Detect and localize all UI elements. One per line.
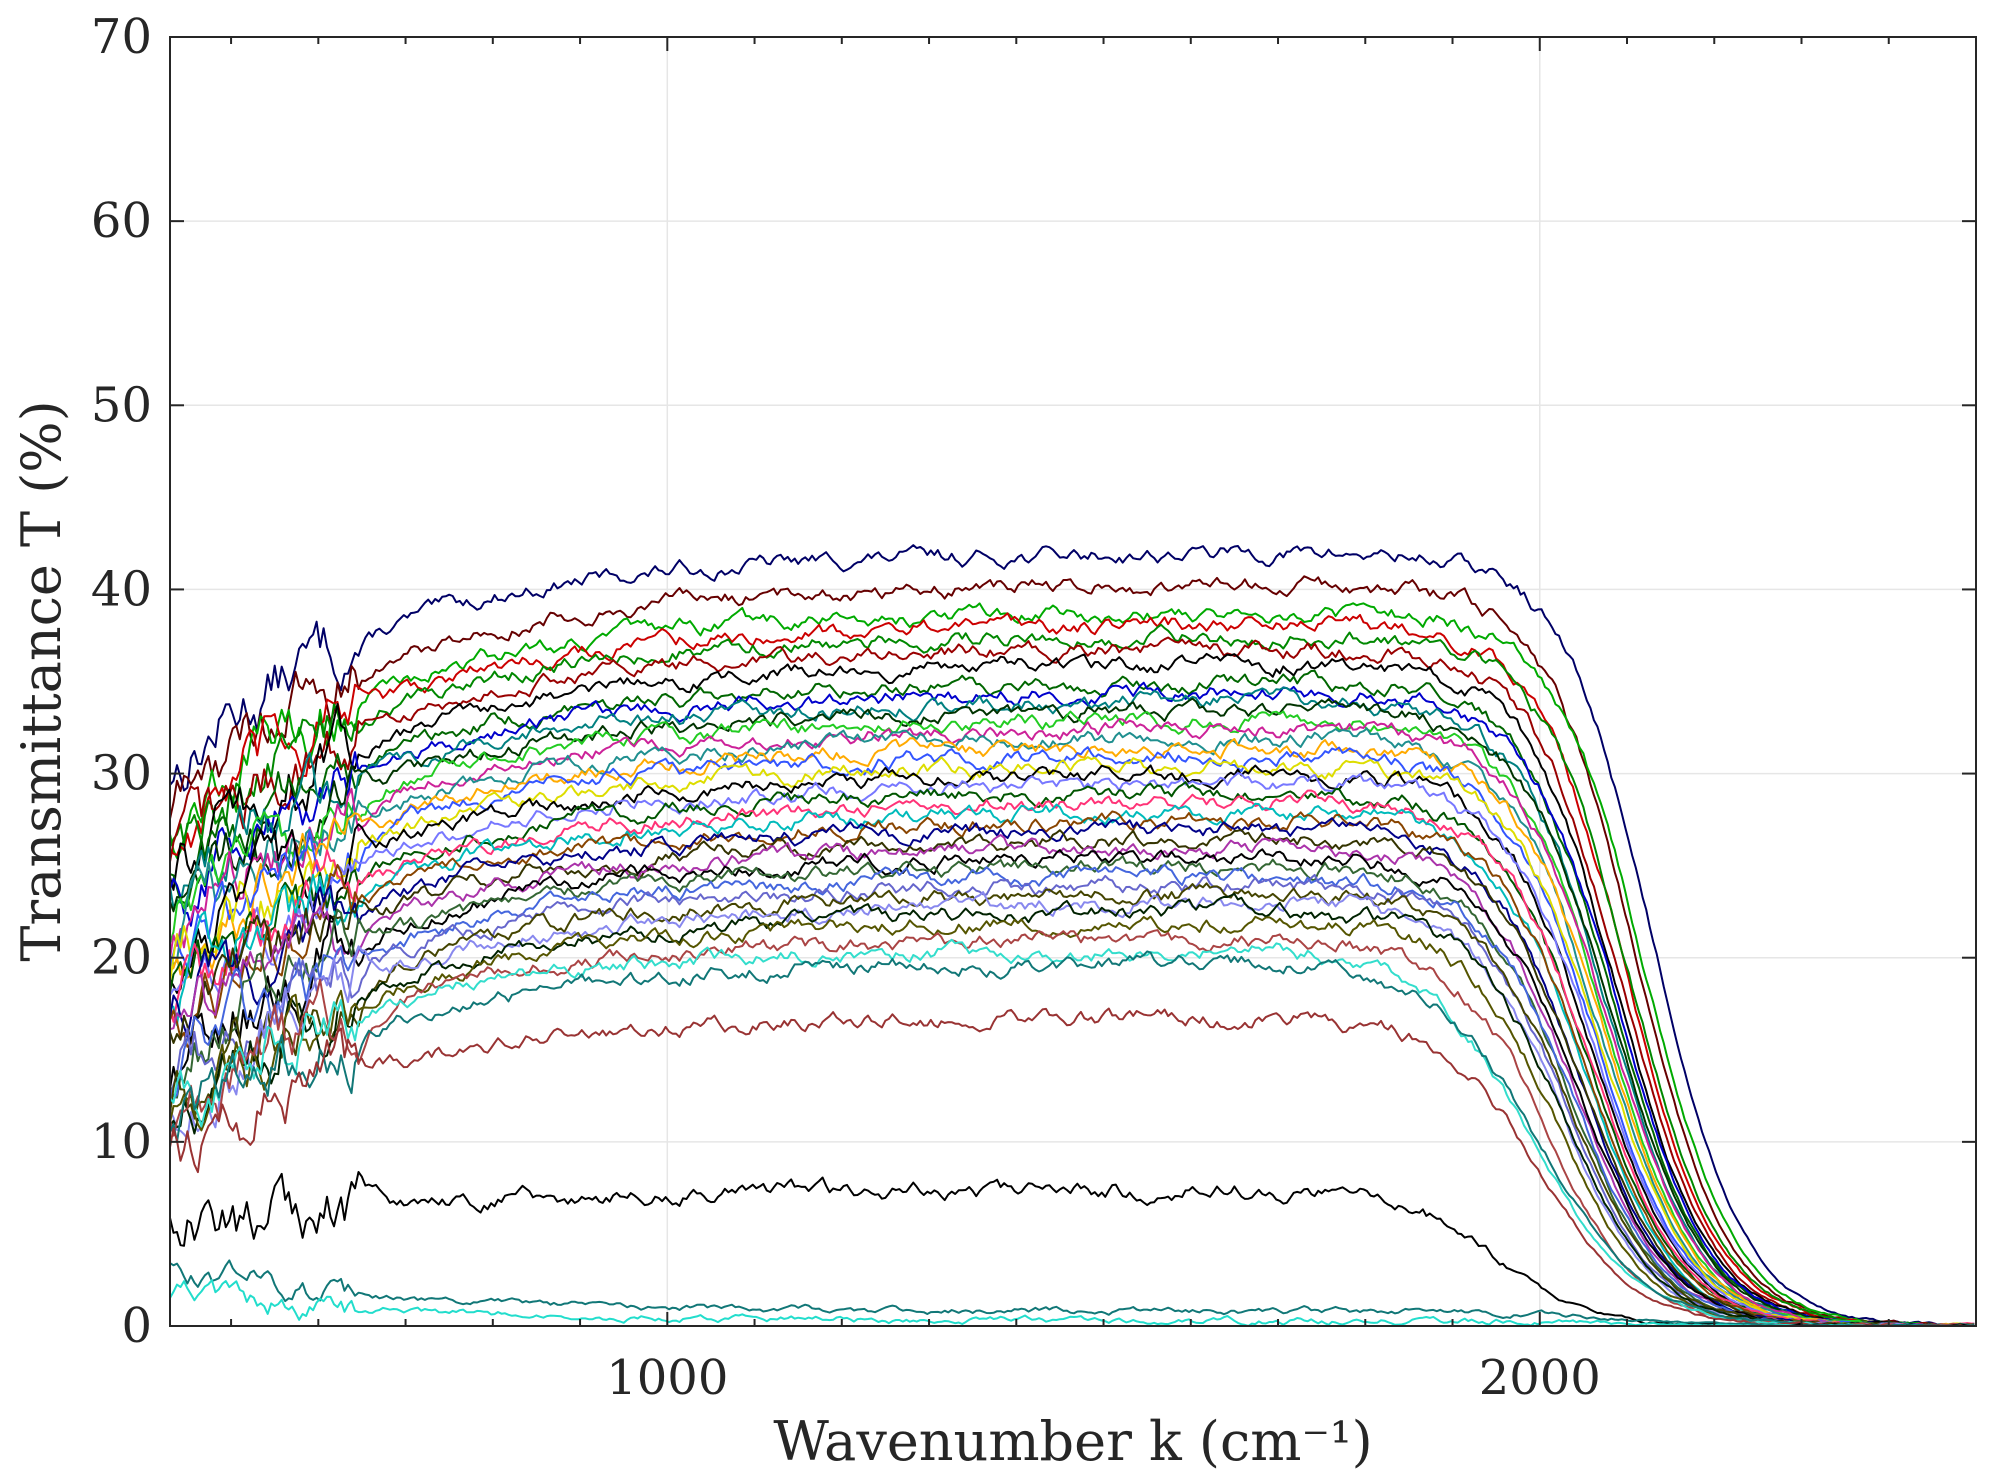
series-line-26 [169,834,1975,1327]
series-line-8 [169,669,1975,1327]
series-line-35 [169,929,1975,1327]
series-line-34 [169,915,1975,1327]
series-line-40 [169,1259,1975,1327]
series-line-15 [169,737,1975,1327]
series-line-6 [169,636,1975,1327]
y-tick-label: 70 [91,9,152,65]
series-line-32 [169,891,1975,1327]
series-line-27 [169,848,1975,1327]
x-tick-label: 2000 [1479,1350,1601,1406]
series-line-25 [169,828,1975,1327]
series-line-29 [169,863,1975,1327]
series-line-12 [169,710,1975,1327]
series-line-11 [169,697,1975,1327]
series-line-7 [169,652,1975,1327]
plot-frame [169,36,1977,1327]
series-line-20 [169,781,1975,1327]
series-line-2 [169,575,1975,1327]
series-line-31 [169,882,1975,1327]
series-line-38 [169,1007,1975,1327]
y-tick-label: 50 [91,377,152,433]
series-line-9 [169,681,1975,1327]
series-line-22 [169,802,1975,1327]
series-line-10 [169,686,1975,1327]
series-line-18 [169,764,1975,1327]
series-line-23 [169,810,1975,1327]
series-line-17 [169,756,1975,1327]
series-line-24 [169,817,1975,1327]
y-tick-label: 10 [91,1114,152,1170]
y-axis-label: Transmittance T (%) [10,400,73,961]
series-line-16 [169,746,1975,1327]
series-line-14 [169,727,1975,1327]
y-tick-label: 60 [91,193,152,249]
y-tick-label: 40 [91,561,152,617]
axis-ticks: 0 10 20 30 40 50 60 70 1000 2000 [91,9,1977,1406]
series-line-41 [169,1279,1975,1327]
series-line-3 [169,602,1975,1327]
y-tick-label: 20 [91,930,152,986]
series-line-1 [169,544,1975,1327]
y-tick-label: 0 [121,1298,152,1354]
series-group [169,544,1975,1327]
x-axis-label: Wavenumber k (cm⁻¹) [773,1410,1372,1473]
series-line-28 [169,855,1975,1327]
series-line-33 [169,892,1975,1327]
y-tick-label: 30 [91,746,152,802]
series-line-4 [169,612,1975,1327]
series-line-21 [169,789,1975,1327]
x-tick-label: 1000 [606,1350,728,1406]
series-line-37 [169,950,1975,1327]
